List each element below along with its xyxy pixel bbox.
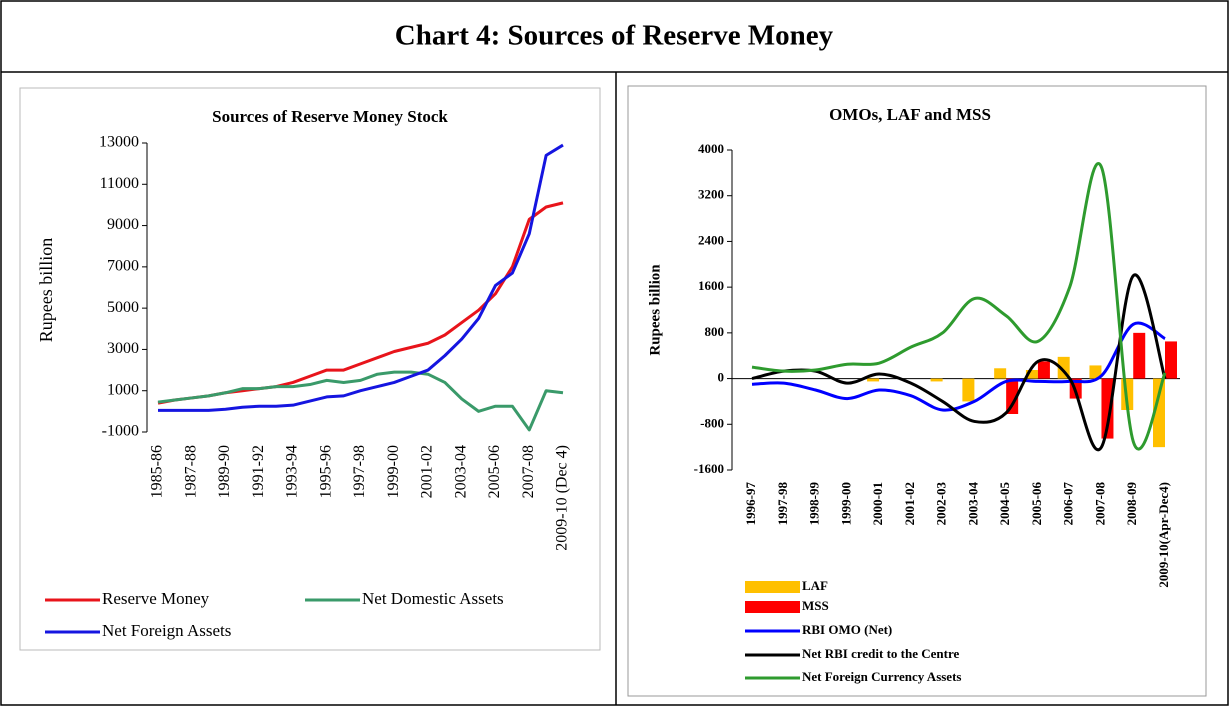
legend-label: Net RBI credit to the Centre [802, 646, 960, 661]
legend-label: Reserve Money [102, 589, 210, 608]
y-axis-label: Rupees billion [647, 264, 663, 356]
chart-title: OMOs, LAF and MSS [829, 105, 991, 124]
y-tick-label: 5000 [107, 299, 139, 316]
y-tick-label: 1000 [107, 381, 139, 398]
x-tick-label: 1997-98 [775, 482, 790, 526]
x-tick-label: 1996-97 [743, 482, 758, 526]
x-tick-label: 1993-94 [284, 445, 301, 498]
y-tick-label: 4000 [698, 141, 724, 156]
x-tick-label: 1998-99 [807, 482, 822, 526]
y-tick-label: -1600 [694, 461, 724, 476]
y-tick-label: 1600 [698, 278, 724, 293]
bar [1025, 370, 1038, 379]
legend-label: Net Foreign Currency Assets [802, 669, 961, 684]
chart-title: Sources of Reserve Money Stock [212, 107, 448, 126]
legend-label: Net Foreign Assets [102, 621, 231, 640]
y-tick-label: 9000 [107, 216, 139, 233]
x-tick-label: 2009-10(Apr-Dec4) [1156, 482, 1171, 588]
x-tick-label: 1985-86 [149, 445, 166, 498]
bar [1153, 378, 1165, 448]
x-tick-label: 2000-01 [870, 482, 885, 525]
bar [930, 378, 943, 382]
y-tick-label: -800 [700, 415, 724, 430]
line-series [158, 143, 564, 412]
x-tick-label: 2001-02 [419, 445, 436, 498]
x-tick-label: 1997-98 [351, 445, 368, 498]
x-tick-label: 1999-00 [838, 482, 853, 525]
line-series [751, 162, 1167, 451]
x-tick-label: 2008-09 [1124, 482, 1139, 526]
y-tick-label: 13000 [99, 134, 139, 151]
x-tick-label: 2003-04 [965, 482, 980, 526]
legend-swatch [745, 601, 800, 613]
bar [1006, 378, 1019, 414]
bar [1133, 332, 1146, 379]
legend-label: LAF [802, 578, 828, 593]
y-tick-label: 0 [718, 370, 725, 385]
bar [1101, 378, 1114, 439]
y-tick-label: 3000 [107, 340, 139, 357]
bar [1165, 341, 1177, 379]
bar [962, 378, 975, 402]
line-series [157, 370, 564, 432]
left-chart-frame [19, 87, 601, 651]
page-title: Chart 4: Sources of Reserve Money [395, 20, 834, 52]
y-tick-label: 7000 [107, 258, 139, 275]
line-series [751, 321, 1166, 412]
x-tick-label: 2005-06 [1029, 482, 1044, 526]
line-series [157, 201, 564, 405]
x-tick-label: 2003-04 [452, 445, 469, 498]
x-tick-label: 2007-08 [520, 445, 537, 498]
bar [1089, 365, 1102, 379]
bar [867, 378, 880, 382]
bar [1037, 361, 1050, 379]
x-tick-label: 1999-00 [385, 445, 402, 498]
legend-label: MSS [802, 598, 829, 613]
x-tick-label: 2009-10 (Dec 4) [554, 445, 571, 551]
right-chart-frame [627, 85, 1207, 697]
x-tick-label: 2001-02 [902, 482, 917, 525]
x-tick-label: 2004-05 [997, 482, 1012, 526]
legend-label: Net Domestic Assets [362, 589, 504, 608]
x-tick-label: 2007-08 [1092, 482, 1107, 526]
line-series [751, 273, 1167, 452]
legend-label: RBI OMO (Net) [802, 622, 892, 637]
y-tick-label: 3200 [698, 187, 724, 202]
bar [994, 368, 1007, 379]
y-tick-label: -1000 [102, 423, 139, 440]
y-tick-label: 800 [705, 324, 725, 339]
x-tick-label: 1987-88 [182, 445, 199, 498]
x-tick-label: 1989-90 [216, 445, 233, 498]
x-tick-label: 2006-07 [1061, 482, 1076, 526]
x-tick-label: 2002-03 [934, 482, 949, 526]
x-tick-label: 1991-92 [250, 445, 267, 498]
y-tick-label: 11000 [100, 175, 139, 192]
y-tick-label: 2400 [698, 232, 724, 247]
y-axis-label: Rupees billion [36, 238, 56, 343]
x-tick-label: 2005-06 [486, 445, 503, 498]
legend-swatch [745, 581, 800, 593]
x-tick-label: 1995-96 [317, 445, 334, 498]
